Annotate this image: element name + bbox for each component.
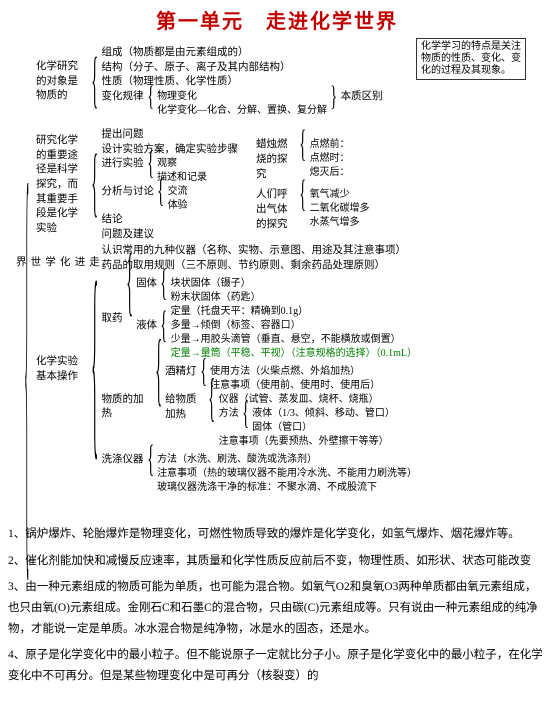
- root-brace: {: [24, 36, 29, 708]
- b2-d-label: 分析与讨论: [102, 185, 155, 200]
- side2-item: 水蒸气增多: [310, 216, 370, 230]
- supply-b-item: 液体（1/3、倾斜、移动、管口）: [252, 407, 395, 421]
- solid-item: 定量（托盘天平：精确到0.1g）: [171, 305, 309, 319]
- b2-item: 提出问题: [102, 128, 239, 143]
- b1-sub-tail: 本质区别: [341, 90, 383, 105]
- solid-label: 固体: [136, 277, 157, 292]
- b2-side1-label: 蜡烛燃烧的探究: [256, 138, 296, 182]
- side2-item: 氧气减少: [310, 188, 370, 202]
- liquid-item: 多量→倾倒（标签、容器口）: [171, 319, 417, 333]
- wash-item: 方法（水洗、刷洗、酸洗或洗涤剂）: [157, 453, 417, 467]
- lamp-item: 注意事项（使用前、使用时、使用后）: [210, 379, 380, 393]
- b2-d-item: 交流: [168, 185, 188, 199]
- b2-c-label: 进行实验: [102, 157, 144, 172]
- wash-label: 洗涤仪器: [102, 453, 144, 468]
- solid-item: 粉末状固体（药匙）: [171, 291, 309, 305]
- branch3-label: 化学实验基本操作: [36, 355, 88, 384]
- supply-b-item: 固体（管口）: [252, 421, 395, 435]
- b2-d-item: 体验: [168, 199, 188, 213]
- b2-side2-label: 人们呼出气体的探究: [256, 188, 296, 232]
- footnote: 4、原子是化学变化中的最小粒子。但不能说原子一定就比分子小。原子是化学变化中的最…: [8, 645, 546, 686]
- side1-item: 点燃时：: [310, 152, 350, 166]
- lamp-label: 酒精灯: [165, 365, 197, 380]
- liquid-label: 液体: [136, 319, 157, 334]
- footnote: 3、由一种元素组成的物质可能为单质，也可能为混合物。如氧气O2和臭氧O3两种单质…: [8, 577, 546, 639]
- footnote: 2、催化剂能加快和减慢反应速率，其质量和化学性质反应前后不变，物理性质、如形状、…: [8, 551, 546, 572]
- b1-sub-label: 变化规律: [102, 90, 144, 105]
- branch1-label: 化学研究的对象是物质的: [36, 60, 88, 104]
- footnote: 1、锅炉爆炸、轮胎爆炸是物理变化，可燃性物质导致的爆炸是化学变化，如氢气爆炸、烟…: [8, 524, 546, 545]
- liquid-item-green: 定量→量筒（平稳、平视）（注意规格的选择）（0.1mL）: [171, 347, 417, 361]
- wash-item: 注意事项（热的玻璃仪器不能用冷水洗、不能用力刷洗等）: [157, 467, 417, 481]
- b1-item: 结构（分子、原子、离子及其内部结构）: [102, 61, 383, 76]
- lamp-item: 使用方法（火柴点燃、外焰加热）: [210, 365, 380, 379]
- side1-item: 点燃前：: [310, 138, 350, 152]
- b3-pre: 认识常用的九种仪器（名称、实物、示意图、用途及其注意事项）: [102, 244, 418, 259]
- supply-label: 给物质加热: [165, 393, 205, 422]
- callout-box: 化学学习的特点是关注物质的性质、变化、变化的过程及其现象。: [416, 38, 526, 80]
- side1-item: 熄灭后：: [310, 166, 350, 180]
- b1-item: 组成（物质都是由元素组成的）: [102, 46, 383, 61]
- supply-c: 注意事项（先要预热、外壁擦干等等）: [219, 435, 395, 449]
- b1-item: 性质（物理性质、化学性质）: [102, 75, 383, 90]
- quyao-label: 取药: [102, 312, 123, 327]
- b3-pre: 药品的取用规则（三不原则、节约原则、剩余药品处理原则）: [102, 259, 418, 274]
- b2-item: 问题及建议: [102, 228, 239, 243]
- b2-item: 结论: [102, 213, 239, 228]
- liquid-item: 少量→用胶头滴管（垂直、悬空，不能横放或倒置）: [171, 333, 417, 347]
- supply-b-label: 方法: [219, 407, 239, 421]
- solid-item: 块状固体（镊子）: [171, 277, 309, 291]
- footnotes: 1、锅炉爆炸、轮胎爆炸是物理变化，可燃性物质导致的爆炸是化学变化，如氢气爆炸、烟…: [8, 524, 546, 687]
- page-title: 第一单元 走进化学世界: [8, 8, 546, 36]
- branch2-label: 研究化学的重要途径是科学探究，而其重要手段是化学实验: [36, 134, 88, 237]
- b2-c-item: 观察: [157, 157, 207, 171]
- b1-sub-item: 物理变化: [157, 90, 327, 104]
- b2-c-item: 描述和记录: [157, 171, 207, 185]
- side2-item: 二氧化碳增多: [310, 202, 370, 216]
- heating-label: 物质的加热: [102, 393, 152, 422]
- b1-sub-item: 化学变化—化合、分解、置换、复分解: [157, 104, 327, 118]
- b2-item: 设计实验方案，确定实验步骤: [102, 143, 239, 158]
- wash-item: 玻璃仪器洗涤干净的标准：不聚水滴、不成股流下: [157, 481, 417, 495]
